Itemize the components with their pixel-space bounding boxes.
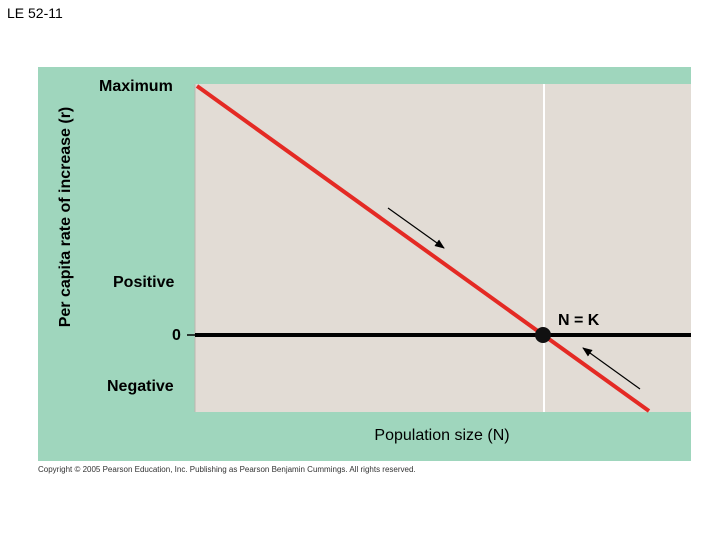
y-tick-negative: Negative [107, 378, 174, 395]
equilibrium-label: N = K [558, 312, 600, 329]
slide-title: LE 52-11 [7, 5, 63, 21]
y-tick-zero: 0 [172, 327, 181, 344]
decreasing-rate-arrow [387, 207, 445, 249]
growth-rate-line [195, 84, 651, 413]
y-tick-positive: Positive [113, 274, 175, 291]
y-axis-title: Per capita rate of increase (r) [57, 106, 74, 328]
x-axis-title: Population size (N) [374, 427, 510, 444]
equilibrium-point [535, 327, 551, 343]
copyright-notice: Copyright © 2005 Pearson Education, Inc.… [38, 465, 416, 474]
return-to-equilibrium-arrow [582, 347, 641, 390]
y-tick-maximum: Maximum [99, 78, 173, 95]
